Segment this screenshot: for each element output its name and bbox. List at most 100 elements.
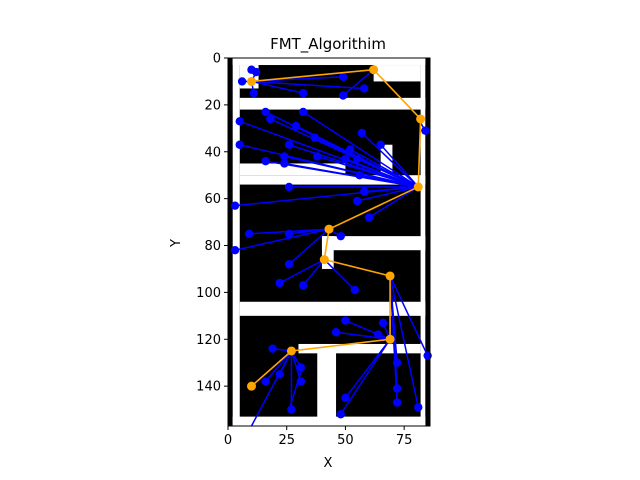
tree-node-9 (266, 114, 275, 124)
tree-edge-28 (357, 186, 419, 202)
tree-edge-5 (251, 80, 365, 90)
tree-node-56 (336, 410, 345, 419)
tree-node-12 (291, 121, 301, 131)
tree-node-19 (376, 140, 385, 149)
tree-node-17 (284, 140, 294, 149)
map-block-11 (321, 236, 426, 251)
tree-node-43 (374, 330, 383, 339)
map-block-6 (239, 97, 426, 110)
tree-node-7 (338, 91, 348, 100)
tree-edge-56 (250, 350, 293, 427)
tree-edge-24 (356, 158, 419, 188)
tree-node-47 (275, 370, 284, 379)
tree-node-41 (331, 328, 341, 337)
tree-node-4 (298, 88, 308, 98)
tree-edge-29 (234, 186, 419, 207)
y-tick-label-5: 100 (196, 286, 221, 301)
tree-node-20 (261, 156, 270, 166)
tree-node-13 (357, 128, 367, 138)
map-block-12 (321, 236, 334, 269)
y-tick-label-6: 120 (196, 333, 221, 348)
tree-node-53 (392, 398, 402, 407)
map-block-2 (232, 58, 240, 426)
tree-node-51 (392, 384, 402, 393)
path-line (250, 68, 422, 387)
tree-node-15 (421, 126, 430, 135)
tree-node-8 (261, 107, 270, 117)
path-node-0 (246, 381, 256, 391)
tree-edge-47 (389, 275, 419, 408)
x-tick-label-2: 50 (337, 433, 354, 448)
tree-edge-48 (344, 338, 391, 399)
x-axis-ticks: 0 25 50 75 (224, 426, 413, 448)
tree-edge-36 (279, 258, 325, 284)
path-node-1 (286, 346, 296, 356)
tree-node-36 (284, 260, 294, 269)
tree-node-16 (235, 140, 244, 149)
tree-node-34 (336, 231, 345, 241)
tree-edge-35 (288, 228, 330, 265)
tree-node-3 (249, 88, 259, 98)
y-axis-ticks: 0 20 40 60 80 100 120 140 (196, 52, 228, 395)
occupancy-map (228, 58, 430, 426)
path-node-6 (413, 182, 423, 192)
tree-node-54 (287, 405, 296, 414)
tree-node-49 (296, 377, 306, 386)
tree-node-48 (296, 363, 306, 372)
tree-node-37 (275, 278, 284, 288)
tree-edge-43 (389, 275, 429, 357)
tree-edge-3 (251, 80, 304, 94)
path-node-2 (385, 334, 395, 344)
tree-node-2 (237, 77, 247, 86)
tree-edge-6 (342, 69, 375, 97)
tree-node-44 (268, 344, 277, 353)
map-block-7 (373, 65, 421, 82)
tree-node-29 (352, 196, 362, 206)
tree-node-11 (235, 117, 244, 126)
tree-node-5 (338, 72, 348, 81)
chart-title: FMT_Algorithim (270, 35, 386, 54)
y-tick-label-3: 60 (204, 192, 221, 207)
tree-edge-34 (234, 228, 330, 251)
tree-edge-40 (335, 331, 391, 341)
path-node-3 (385, 271, 395, 281)
tree-node-42 (378, 318, 388, 328)
tree-edges (234, 69, 429, 427)
y-tick-label-7: 140 (196, 380, 221, 395)
tree-node-14 (310, 133, 320, 142)
tree-node-46 (392, 358, 402, 367)
tree-node-35 (230, 246, 240, 255)
map-block-14 (317, 350, 337, 426)
tree-node-40 (341, 316, 350, 325)
path-node-9 (246, 76, 256, 86)
tree-node-25 (352, 154, 362, 163)
tree-node-18 (345, 145, 355, 154)
x-tick-label-1: 25 (278, 433, 295, 448)
tree-node-52 (341, 393, 350, 403)
tree-edge-37 (302, 259, 325, 286)
tree-node-50 (261, 377, 270, 386)
tree-edge-38 (323, 259, 356, 291)
tree-node-1 (251, 67, 261, 77)
path-node-5 (324, 224, 334, 234)
tree-edge-10 (302, 111, 419, 188)
y-tick-label-0: 0 (213, 52, 221, 67)
x-tick-label-3: 75 (396, 433, 413, 448)
path-node-4 (319, 255, 329, 265)
tree-node-23 (341, 154, 350, 163)
tree-node-38 (298, 281, 308, 290)
tree-edge-30 (368, 186, 419, 219)
map-block-10 (380, 144, 393, 176)
tree-edge-17 (349, 148, 419, 188)
plot-area (228, 58, 432, 427)
path-node-7 (416, 114, 426, 124)
tree-edge-22 (345, 158, 419, 188)
axes-frame (227, 57, 431, 427)
x-tick-label-0: 0 (224, 433, 232, 448)
map-block-8 (239, 163, 346, 176)
tree-node-26 (355, 170, 364, 180)
map-block-15 (298, 343, 421, 354)
tree-node-21 (280, 152, 289, 161)
tree-edge-49 (340, 338, 391, 415)
tree-nodes (230, 65, 432, 419)
